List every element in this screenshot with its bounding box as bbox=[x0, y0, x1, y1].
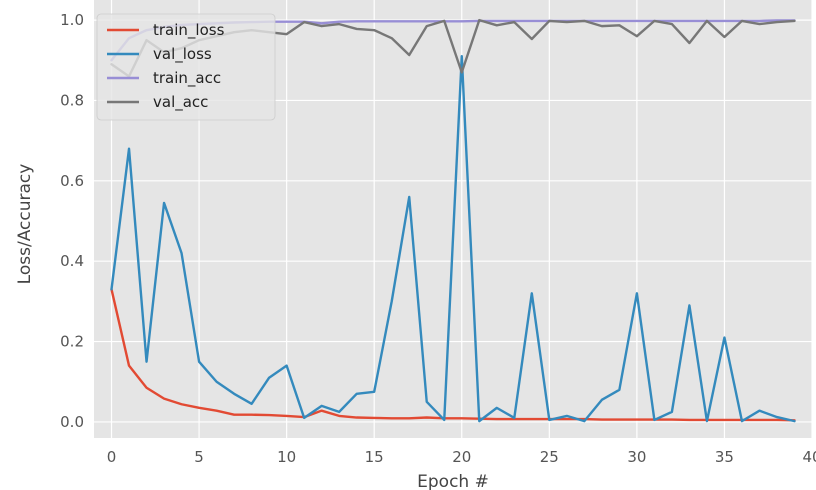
legend-label: train_loss bbox=[153, 21, 225, 40]
x-tick-label: 0 bbox=[107, 448, 117, 466]
legend-label: val_loss bbox=[153, 45, 212, 64]
x-tick-label: 15 bbox=[365, 448, 384, 466]
tick-labels: 0 5 10 15 20 25 30 35 40 0.0 0.2 0.4 0.6 0.8 1.0 bbox=[60, 11, 816, 466]
x-tick-label: 30 bbox=[627, 448, 646, 466]
y-axis-label: Loss/Accuracy bbox=[15, 164, 35, 285]
series-line-val-loss bbox=[110, 55, 796, 423]
y-tick-label: 1.0 bbox=[60, 11, 84, 29]
series-line-train-loss bbox=[110, 288, 796, 422]
x-tick-label: 10 bbox=[277, 448, 296, 466]
x-axis-label: Epoch # bbox=[417, 472, 489, 490]
y-tick-label: 0.4 bbox=[60, 252, 84, 270]
legend-box bbox=[96, 13, 276, 121]
legend-label: train_acc bbox=[153, 69, 221, 88]
legend: train_loss val_loss train_acc val_acc bbox=[96, 13, 276, 121]
y-tick-label: 0.6 bbox=[60, 172, 84, 190]
y-tick-label: 0.8 bbox=[60, 91, 84, 109]
grid-lines bbox=[94, 0, 813, 438]
y-tick-label: 0.2 bbox=[60, 333, 84, 351]
x-tick-label: 25 bbox=[540, 448, 559, 466]
x-tick-label: 40 bbox=[802, 448, 816, 466]
x-tick-label: 35 bbox=[715, 448, 734, 466]
y-tick-label: 0.0 bbox=[60, 413, 84, 431]
legend-label: val_acc bbox=[153, 93, 208, 112]
x-tick-label: 5 bbox=[194, 448, 204, 466]
x-tick-label: 20 bbox=[452, 448, 471, 466]
